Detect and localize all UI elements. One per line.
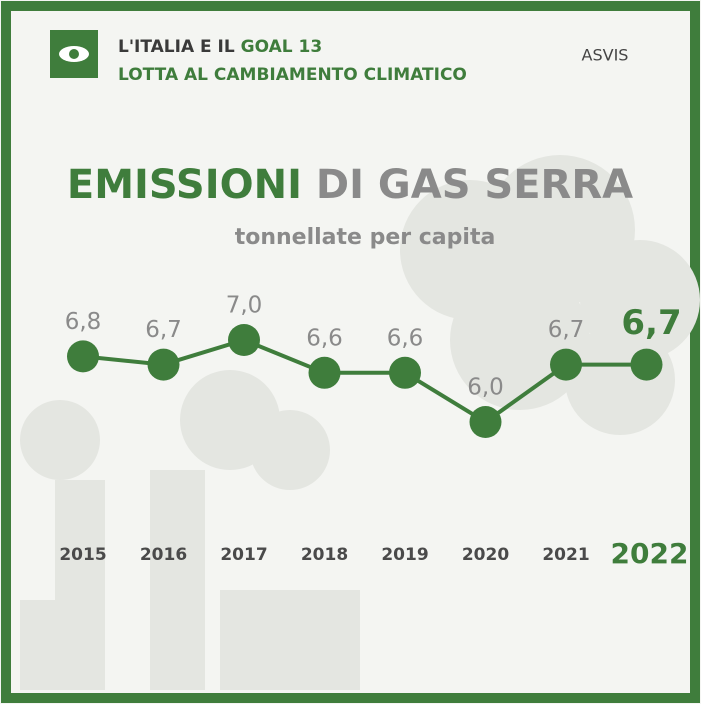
header-goal: GOAL 13 bbox=[241, 37, 323, 57]
point bbox=[389, 357, 421, 389]
x-tick-label: 2017 bbox=[220, 545, 267, 565]
x-tick-label: 2018 bbox=[301, 545, 348, 565]
point bbox=[470, 406, 502, 438]
title-highlight: EMISSIONI bbox=[67, 162, 302, 208]
infographic: L'ITALIA E IL GOAL 13 LOTTA AL CAMBIAMEN… bbox=[0, 0, 701, 704]
value-label: 6,6 bbox=[306, 325, 343, 351]
chart-title: EMISSIONI DI GAS SERRA bbox=[67, 162, 633, 208]
x-tick-label: 2015 bbox=[59, 545, 106, 565]
header-line1: L'ITALIA E IL GOAL 13 bbox=[118, 37, 322, 57]
logo: ASVIS bbox=[582, 46, 629, 65]
point bbox=[228, 324, 260, 356]
value-label: 6,7 bbox=[145, 317, 182, 343]
value-label: 6,8 bbox=[65, 309, 102, 335]
point bbox=[550, 349, 582, 381]
value-label: 6,7 bbox=[548, 317, 585, 343]
subtitle: tonnellate per capita bbox=[235, 225, 496, 250]
title-rest: DI GAS SERRA bbox=[316, 162, 633, 208]
goal-icon-pupil bbox=[69, 49, 79, 59]
x-tick-label: 2022 bbox=[611, 537, 689, 570]
value-label: 6,6 bbox=[387, 325, 424, 351]
x-tick-label: 2021 bbox=[542, 545, 589, 565]
header-line2: LOTTA AL CAMBIAMENTO CLIMATICO bbox=[118, 65, 467, 85]
value-label: 6,7 bbox=[621, 303, 681, 343]
value-label: 7,0 bbox=[226, 293, 263, 319]
point bbox=[631, 349, 663, 381]
point bbox=[309, 357, 341, 389]
value-label: 6,0 bbox=[467, 375, 504, 401]
point bbox=[148, 349, 180, 381]
x-tick-label: 2019 bbox=[381, 545, 428, 565]
x-tick-label: 2020 bbox=[462, 545, 509, 565]
point bbox=[67, 340, 99, 372]
x-tick-label: 2016 bbox=[140, 545, 187, 565]
header-text: L'ITALIA E IL bbox=[118, 37, 235, 57]
